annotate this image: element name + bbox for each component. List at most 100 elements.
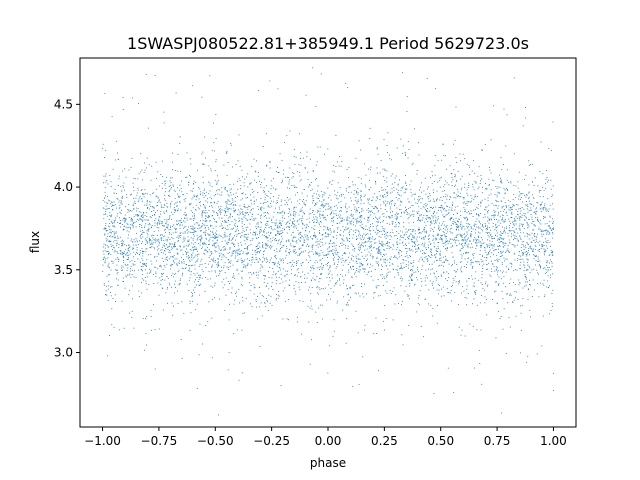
data-point <box>326 299 328 301</box>
data-point <box>507 232 509 234</box>
data-point <box>280 260 282 262</box>
data-point <box>335 134 337 136</box>
data-point <box>541 201 543 203</box>
data-point <box>428 239 430 240</box>
data-point <box>114 219 116 221</box>
data-point <box>237 209 239 211</box>
data-point <box>218 189 220 191</box>
data-point <box>144 238 146 240</box>
data-point <box>474 196 476 198</box>
data-point <box>262 247 264 249</box>
data-point <box>429 224 431 226</box>
data-point <box>150 205 152 207</box>
data-point <box>427 208 428 209</box>
data-point <box>242 267 244 269</box>
data-point <box>256 274 258 276</box>
data-point <box>171 161 173 163</box>
data-point <box>190 210 192 212</box>
data-point <box>300 218 302 220</box>
data-point <box>231 198 233 200</box>
data-point <box>545 182 547 184</box>
data-point <box>395 249 397 251</box>
data-point <box>163 111 165 113</box>
data-point <box>173 246 175 248</box>
data-point <box>391 200 393 202</box>
data-point <box>164 184 166 186</box>
data-point <box>446 247 448 249</box>
data-point <box>277 227 279 229</box>
data-point <box>418 297 419 299</box>
data-point <box>158 221 160 223</box>
data-point <box>474 285 476 287</box>
data-point <box>327 187 329 189</box>
data-point <box>262 256 264 258</box>
data-point <box>432 315 434 317</box>
data-point <box>398 226 400 228</box>
data-point <box>229 247 231 249</box>
data-point <box>232 216 233 218</box>
data-point <box>116 243 118 245</box>
data-point <box>407 157 409 159</box>
data-point <box>108 246 110 248</box>
data-point <box>118 259 120 261</box>
data-point <box>464 296 466 298</box>
data-point <box>148 219 149 221</box>
data-point <box>520 312 522 314</box>
data-point <box>380 274 382 276</box>
data-point <box>446 210 448 212</box>
data-point <box>160 238 162 240</box>
data-point <box>501 232 503 234</box>
data-point <box>120 226 122 228</box>
data-point <box>301 219 303 221</box>
data-point <box>360 183 362 185</box>
data-point <box>476 226 478 228</box>
data-point <box>413 237 414 239</box>
data-point <box>121 245 123 247</box>
data-point <box>398 209 400 210</box>
data-point <box>113 234 115 236</box>
data-point <box>149 239 151 241</box>
data-point <box>456 227 458 229</box>
data-point <box>377 153 379 155</box>
data-point <box>130 276 132 278</box>
data-point <box>450 209 452 211</box>
data-point <box>167 278 169 279</box>
data-point <box>434 219 436 221</box>
data-point <box>212 259 213 261</box>
data-point <box>367 263 369 265</box>
data-point <box>191 296 193 298</box>
data-point <box>481 187 483 188</box>
data-point <box>386 234 388 236</box>
data-point <box>247 220 249 221</box>
data-point <box>103 284 105 286</box>
data-point <box>133 177 135 179</box>
data-point <box>484 198 486 200</box>
data-point <box>397 243 399 245</box>
data-point <box>179 237 181 238</box>
data-point <box>395 222 397 224</box>
data-point <box>519 218 520 220</box>
data-point <box>120 240 122 242</box>
data-point <box>347 302 349 304</box>
data-point <box>316 161 318 163</box>
data-point <box>267 271 269 273</box>
data-point <box>155 266 157 268</box>
data-point <box>509 294 511 296</box>
data-point <box>202 343 203 345</box>
data-point <box>466 201 468 203</box>
data-point <box>158 230 160 232</box>
data-point <box>177 208 179 210</box>
data-point <box>496 232 498 234</box>
data-point <box>224 188 226 190</box>
data-point <box>232 166 234 168</box>
data-point <box>403 234 405 236</box>
data-point <box>505 205 507 207</box>
data-point <box>281 233 283 235</box>
data-point <box>466 304 468 306</box>
data-point <box>287 199 289 201</box>
data-point <box>352 385 354 387</box>
data-point <box>133 251 135 253</box>
data-point <box>158 294 160 296</box>
data-point <box>325 287 327 289</box>
data-point <box>421 214 422 216</box>
